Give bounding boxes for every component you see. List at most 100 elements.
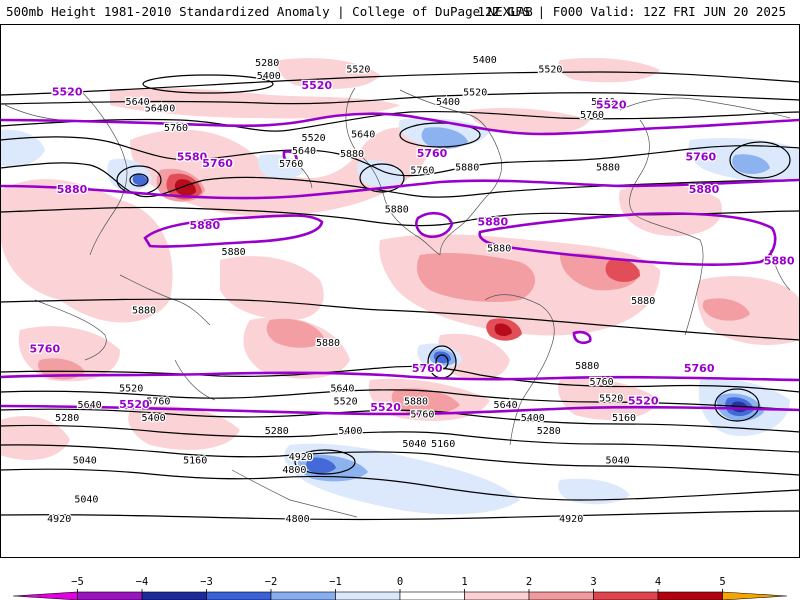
map-title: 500mb Height 1981-2010 Standardized Anom…: [6, 4, 533, 19]
contour-label-2: 5400: [257, 71, 281, 82]
highlight-contour-label-9: 5880: [477, 216, 508, 229]
colorbar-bin-9: [593, 591, 659, 600]
height-contours: [0, 71, 800, 521]
contour-label-4: 5520: [538, 65, 562, 76]
contour-label-12: 5640: [591, 97, 615, 108]
highlight-contour-label-3: 5580: [177, 151, 208, 164]
highlight-contour-label-12: 5760: [29, 343, 60, 356]
contour-label-52: 5040: [74, 494, 98, 505]
contour-label-11: 5520: [463, 87, 487, 98]
highlight-contour-label-13: 5760: [412, 362, 443, 375]
contour-label-27: 5880: [575, 361, 599, 372]
contour-label-10: 5400: [436, 97, 460, 108]
contour-label-14: 5520: [302, 133, 326, 144]
colorbar-bin-5: [335, 591, 401, 600]
contour-label-22: 5880: [222, 247, 246, 258]
contour-label-37: 5640: [494, 400, 518, 411]
highlight-contour-label-2: 5520: [596, 98, 627, 111]
colorbar-tick-labels: −5 −4 −3 −2 −1 0 1 2 3 4 5: [71, 576, 726, 592]
contour-label-21: 5880: [385, 205, 409, 216]
colorbar-bin-6: [399, 591, 465, 600]
highlight-contour-label-6: 5760: [685, 151, 716, 164]
highlight-contour-label-15: 5520: [119, 398, 150, 411]
colorbar-tick-label-8: 3: [590, 576, 596, 588]
contour-label-36: 5760: [410, 410, 434, 421]
colorbar-tick-label-9: 4: [655, 576, 661, 588]
contour-label-7: 5640: [126, 97, 150, 108]
colorbar-bin-0: [12, 591, 78, 600]
highlight-contour-label-0: 5520: [52, 85, 83, 98]
colorbar-tick-label-0: −5: [71, 576, 84, 588]
contour-label-16: 5760: [279, 159, 303, 170]
contour-label-18: 5760: [410, 166, 434, 177]
highlight-contour-label-4: 5760: [202, 157, 233, 170]
contour-label-49: 5040: [606, 455, 630, 466]
highlight-contour-label-5: 5760: [417, 147, 448, 160]
contour-label-29: 5640: [330, 384, 354, 395]
colorbar-tick-label-4: −1: [329, 576, 342, 588]
highlight-contour-label-11: 5880: [764, 255, 795, 268]
contour-label-42: 5160: [612, 413, 636, 424]
anomaly-colorbar: [12, 591, 788, 600]
highlight-contour-label-1: 5520: [301, 79, 332, 92]
contour-label-54: 4800: [286, 514, 310, 525]
contour-label-40: 5400: [521, 413, 545, 424]
contour-label-26: 5880: [316, 338, 340, 349]
colorbar-tick-label-10: 5: [719, 576, 725, 588]
contour-label-13: 5760: [580, 110, 604, 121]
contour-label-1: 5280: [255, 58, 279, 69]
contour-label-23: 5880: [487, 244, 511, 255]
contour-label-0: 5400: [473, 55, 497, 66]
contour-label-46: 5160: [431, 439, 455, 450]
contour-label-32: 5760: [146, 397, 170, 408]
highlight-contour-label-7: 5880: [57, 183, 88, 196]
colorbar-tick-label-1: −4: [136, 576, 149, 588]
contour-label-45: 5040: [402, 439, 426, 450]
contour-label-33: 5400: [142, 413, 166, 424]
contour-label-9: 5640: [351, 130, 375, 141]
highlighted-contours: [0, 112, 800, 416]
colorbar-bin-11: [722, 591, 788, 600]
contour-label-50: 4920: [289, 452, 313, 463]
contour-label-30: 5520: [334, 397, 358, 408]
contour-label-31: 5640: [78, 400, 102, 411]
colorbar-bin-2: [141, 591, 207, 600]
highlight-contour-label-8: 5880: [189, 219, 220, 232]
contour-label-35: 5880: [404, 397, 428, 408]
highlight-contour-label-17: 5520: [628, 395, 659, 408]
contour-label-28: 5520: [119, 384, 143, 395]
highlight-contour-label-16: 5520: [370, 401, 401, 414]
contour-label-38: 5760: [590, 377, 614, 388]
colorbar-bin-7: [464, 591, 530, 600]
contour-label-43: 5400: [338, 426, 362, 437]
colorbar-bin-4: [270, 591, 336, 600]
contour-label-39: 5520: [599, 394, 623, 405]
contour-label-47: 5040: [73, 455, 97, 466]
colorbar-tick-label-5: 0: [397, 576, 403, 588]
contour-label-6: 5640: [145, 104, 169, 115]
colorbar-bin-10: [657, 591, 723, 600]
model-run-info: 12Z GFS | F000 Valid: 12Z FRI JUN 20 202…: [477, 4, 786, 19]
contour-label-51: 4800: [282, 465, 306, 476]
contour-label-53: 4920: [47, 514, 71, 525]
contour-label-8: 5760: [164, 123, 188, 134]
colorbar-tick-label-2: −3: [200, 576, 213, 588]
contour-label-55: 4920: [559, 514, 583, 525]
contour-label-48: 5160: [183, 455, 207, 466]
colorbar-bin-3: [206, 591, 272, 600]
contour-label-41: 5280: [537, 426, 561, 437]
colorbar-tick-label-7: 2: [526, 576, 532, 588]
contour-label-44: 5280: [265, 426, 289, 437]
colorbar-tick-label-3: −2: [265, 576, 278, 588]
contour-label-19: 5880: [455, 162, 479, 173]
highlight-contour-label-14: 5760: [684, 362, 715, 375]
contour-label-34: 5280: [55, 413, 79, 424]
highlight-contour-label-10: 5880: [689, 183, 720, 196]
contour-label-20: 5880: [596, 162, 620, 173]
contour-label-5: 5520: [151, 104, 175, 115]
contour-label-25: 5880: [132, 306, 156, 317]
anomaly-shading: [0, 58, 800, 515]
